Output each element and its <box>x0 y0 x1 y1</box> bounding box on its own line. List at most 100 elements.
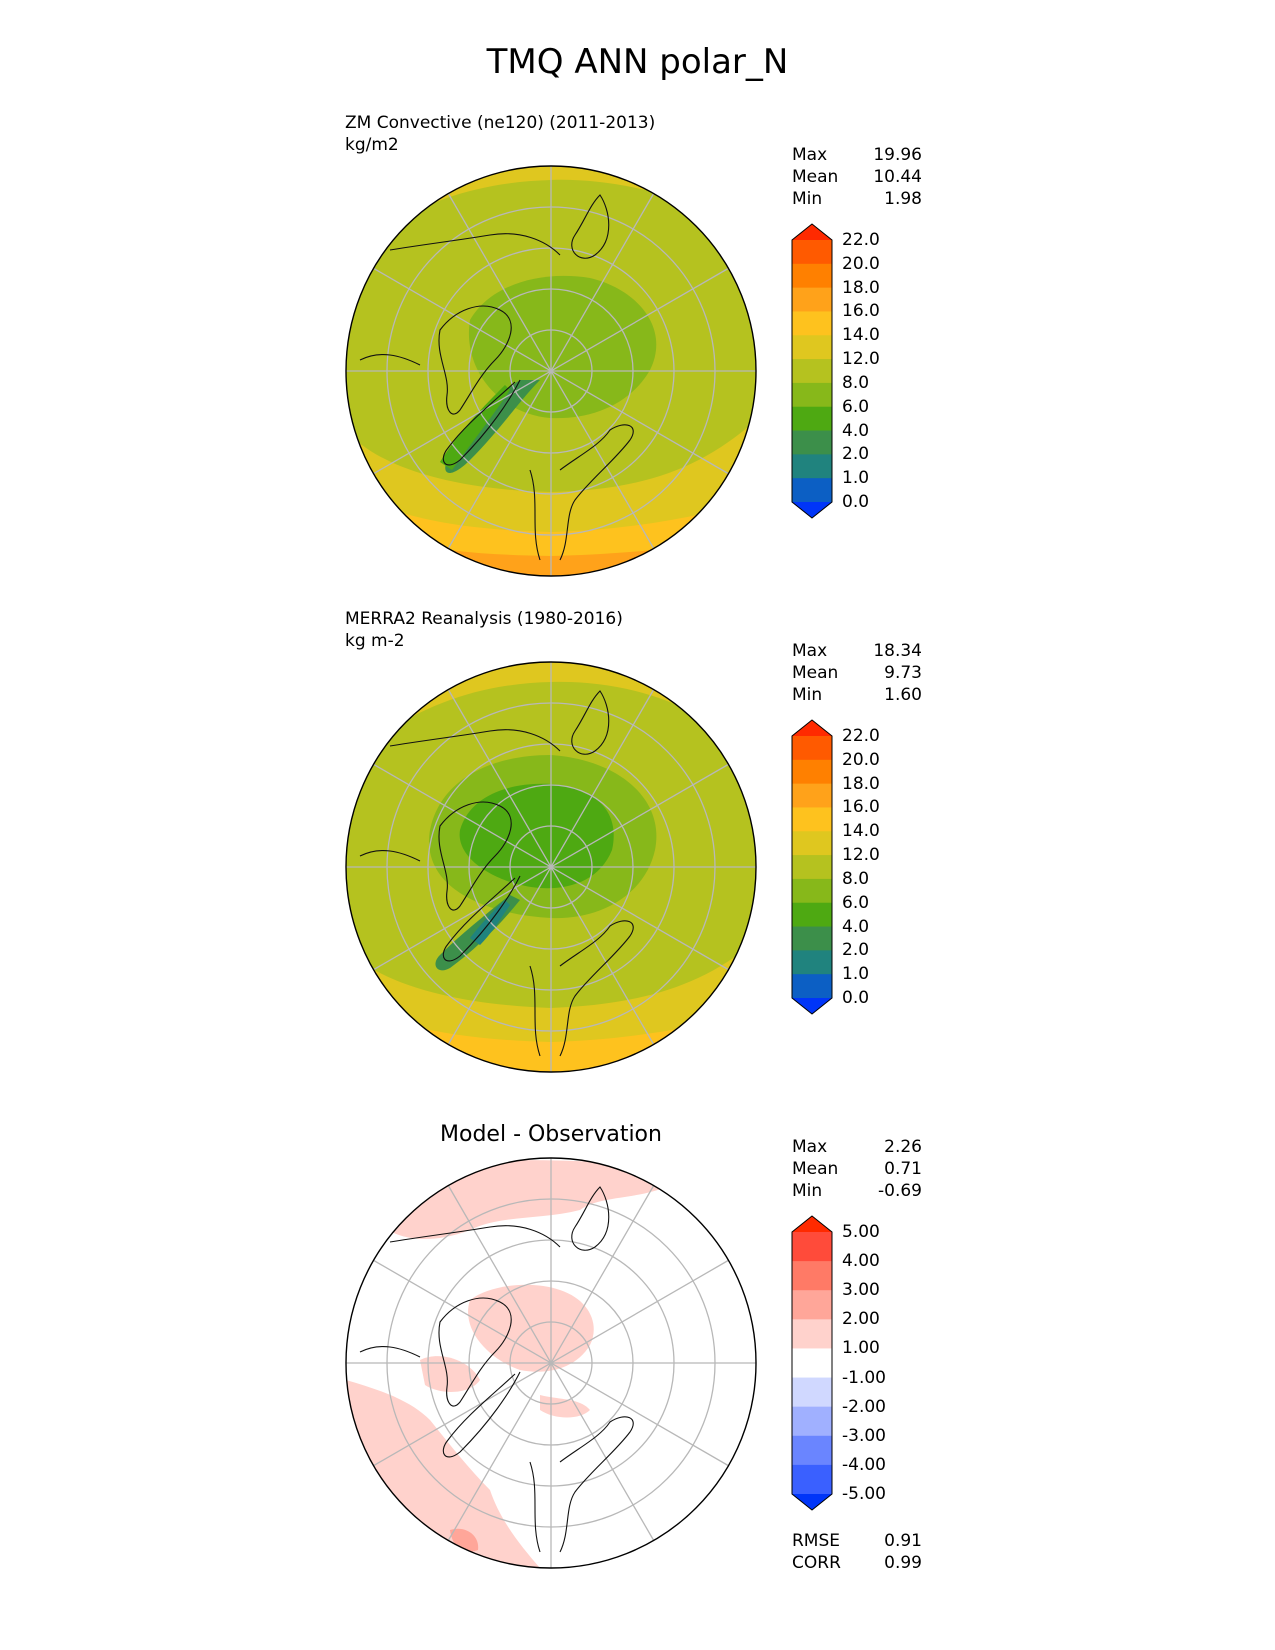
colorbar-segment <box>792 1319 832 1349</box>
colorbar-segment <box>792 478 832 503</box>
difference-metrics: RMSE 0.91 CORR 0.99 <box>792 1530 922 1574</box>
colorbar-tick-label: -2.00 <box>842 1396 886 1417</box>
reference-stats: Max 18.34 Mean 9.73 Min 1.60 <box>792 640 922 706</box>
colorbar-segment <box>792 1232 832 1262</box>
colorbar-segment <box>792 1377 832 1408</box>
colorbar-cap-bottom <box>792 998 832 1014</box>
colorbar-segment <box>792 359 832 384</box>
reference-graticule <box>346 662 756 1072</box>
colorbar-outline <box>791 719 833 1015</box>
colorbar-tick-label: 4.00 <box>842 1251 880 1272</box>
colorbar-segment <box>792 974 832 999</box>
colorbar-segment <box>792 807 832 832</box>
colorbar-tick-label: 20.0 <box>842 749 880 770</box>
colorbar-segment <box>792 311 832 336</box>
reference-map <box>345 661 757 1073</box>
colorbar-tick-label: -5.00 <box>842 1484 886 1504</box>
colorbar-tick-label: 1.0 <box>842 468 870 489</box>
colorbar-segment <box>792 1290 832 1320</box>
colorbar-segment <box>792 1261 832 1291</box>
test-title-line-1: ZM Convective (ne120) (2011-2013) <box>345 113 656 133</box>
difference-coastlines <box>359 1186 634 1553</box>
test-graticule <box>346 166 756 576</box>
colorbar-segment <box>792 240 832 265</box>
difference-graticule <box>346 1158 756 1568</box>
colorbar-cap-top <box>792 224 832 240</box>
test-map-frame <box>345 165 757 577</box>
colorbar-cap-bottom <box>792 1494 832 1510</box>
test-panel-title: ZM Convective (ne120) (2011-2013) kg/m2 <box>345 112 655 156</box>
colorbar-tick-label: -3.00 <box>842 1425 886 1446</box>
colorbar-tick-label: 0.0 <box>842 988 870 1008</box>
colorbar-tick-label: 2.0 <box>842 940 870 961</box>
difference-colorbar <box>791 1215 833 1511</box>
colorbar-tick-label: 14.0 <box>842 325 880 346</box>
colorbar-tick-label: 22.0 <box>842 726 880 746</box>
colorbar-tick-label: 2.00 <box>842 1309 880 1330</box>
difference-map <box>345 1157 757 1569</box>
colorbar-segment <box>792 1406 832 1437</box>
test-stat-min: Min 1.98 <box>792 189 922 209</box>
reference-title-line-1: MERRA2 Reanalysis (1980-2016) <box>345 609 623 629</box>
colorbar-segment <box>792 855 832 880</box>
colorbar-segment <box>792 1464 832 1495</box>
colorbar-cap-top <box>792 720 832 736</box>
colorbar-segment <box>792 759 832 785</box>
colorbar-tick-label: -1.00 <box>842 1367 886 1388</box>
colorbar-tick-label: 4.0 <box>842 420 870 441</box>
difference-map-frame <box>345 1157 757 1569</box>
colorbar-tick-label: 2.0 <box>842 444 870 465</box>
reference-stat-max: Max 18.34 <box>792 641 922 661</box>
colorbar-outline <box>791 223 833 519</box>
colorbar-tick-label: 8.0 <box>842 372 870 393</box>
colorbar-segment <box>792 335 832 360</box>
reference-panel-title: MERRA2 Reanalysis (1980-2016) kg m-2 <box>345 608 623 652</box>
colorbar-tick-label: 12.0 <box>842 845 880 866</box>
colorbar-segment <box>792 950 832 975</box>
colorbar-segment <box>792 902 832 928</box>
colorbar-segment <box>792 926 832 951</box>
test-stats: Max 19.96 Mean 10.44 Min 1.98 <box>792 144 922 210</box>
reference-stat-min: Min 1.60 <box>792 685 922 705</box>
colorbar-segment <box>792 430 832 455</box>
reference-units: kg m-2 <box>345 631 405 651</box>
colorbar-tick-label: 1.00 <box>842 1338 880 1359</box>
colorbar-segment <box>792 382 832 408</box>
reference-map-frame <box>345 661 757 1073</box>
colorbar-tick-label: 18.0 <box>842 277 880 298</box>
test-stat-max: Max 19.96 <box>792 145 922 165</box>
colorbar-segment <box>792 287 832 312</box>
colorbar-tick-label: 6.0 <box>842 892 870 913</box>
colorbar-tick-label: 4.0 <box>842 916 870 937</box>
colorbar-segment <box>792 1348 832 1379</box>
colorbar-tick-label: 0.0 <box>842 492 870 512</box>
figure-title: TMQ ANN polar_N <box>486 42 789 82</box>
difference-stat-mean: Mean 0.71 <box>792 1159 922 1179</box>
colorbar-segment <box>792 263 832 289</box>
colorbar-tick-label: 22.0 <box>842 230 880 250</box>
test-coastlines <box>359 194 634 561</box>
colorbar-tick-label: 12.0 <box>842 349 880 370</box>
test-stat-mean: Mean 10.44 <box>792 167 922 187</box>
colorbar-tick-label: 20.0 <box>842 253 880 274</box>
colorbar-tick-label: 14.0 <box>842 821 880 842</box>
difference-stats: Max 2.26 Mean 0.71 Min -0.69 <box>792 1136 922 1202</box>
colorbar-tick-label: 5.00 <box>842 1222 880 1242</box>
colorbar-tick-label: 1.0 <box>842 964 870 985</box>
colorbar-tick-label: 8.0 <box>842 868 870 889</box>
colorbar-tick-label: 16.0 <box>842 797 880 818</box>
colorbar-outline <box>791 1215 833 1511</box>
colorbar-segment <box>792 783 832 808</box>
colorbar-segment <box>792 831 832 856</box>
difference-stat-max: Max 2.26 <box>792 1137 922 1157</box>
reference-stat-mean: Mean 9.73 <box>792 663 922 683</box>
test-colorbar <box>791 223 833 519</box>
colorbar-segment <box>792 878 832 904</box>
reference-colorbar <box>791 719 833 1015</box>
colorbar-cap-bottom <box>792 502 832 518</box>
colorbar-segment <box>792 406 832 432</box>
difference-metric-corr: CORR 0.99 <box>792 1553 922 1573</box>
colorbar-segment <box>792 736 832 761</box>
difference-metric-rmse: RMSE 0.91 <box>792 1531 922 1551</box>
